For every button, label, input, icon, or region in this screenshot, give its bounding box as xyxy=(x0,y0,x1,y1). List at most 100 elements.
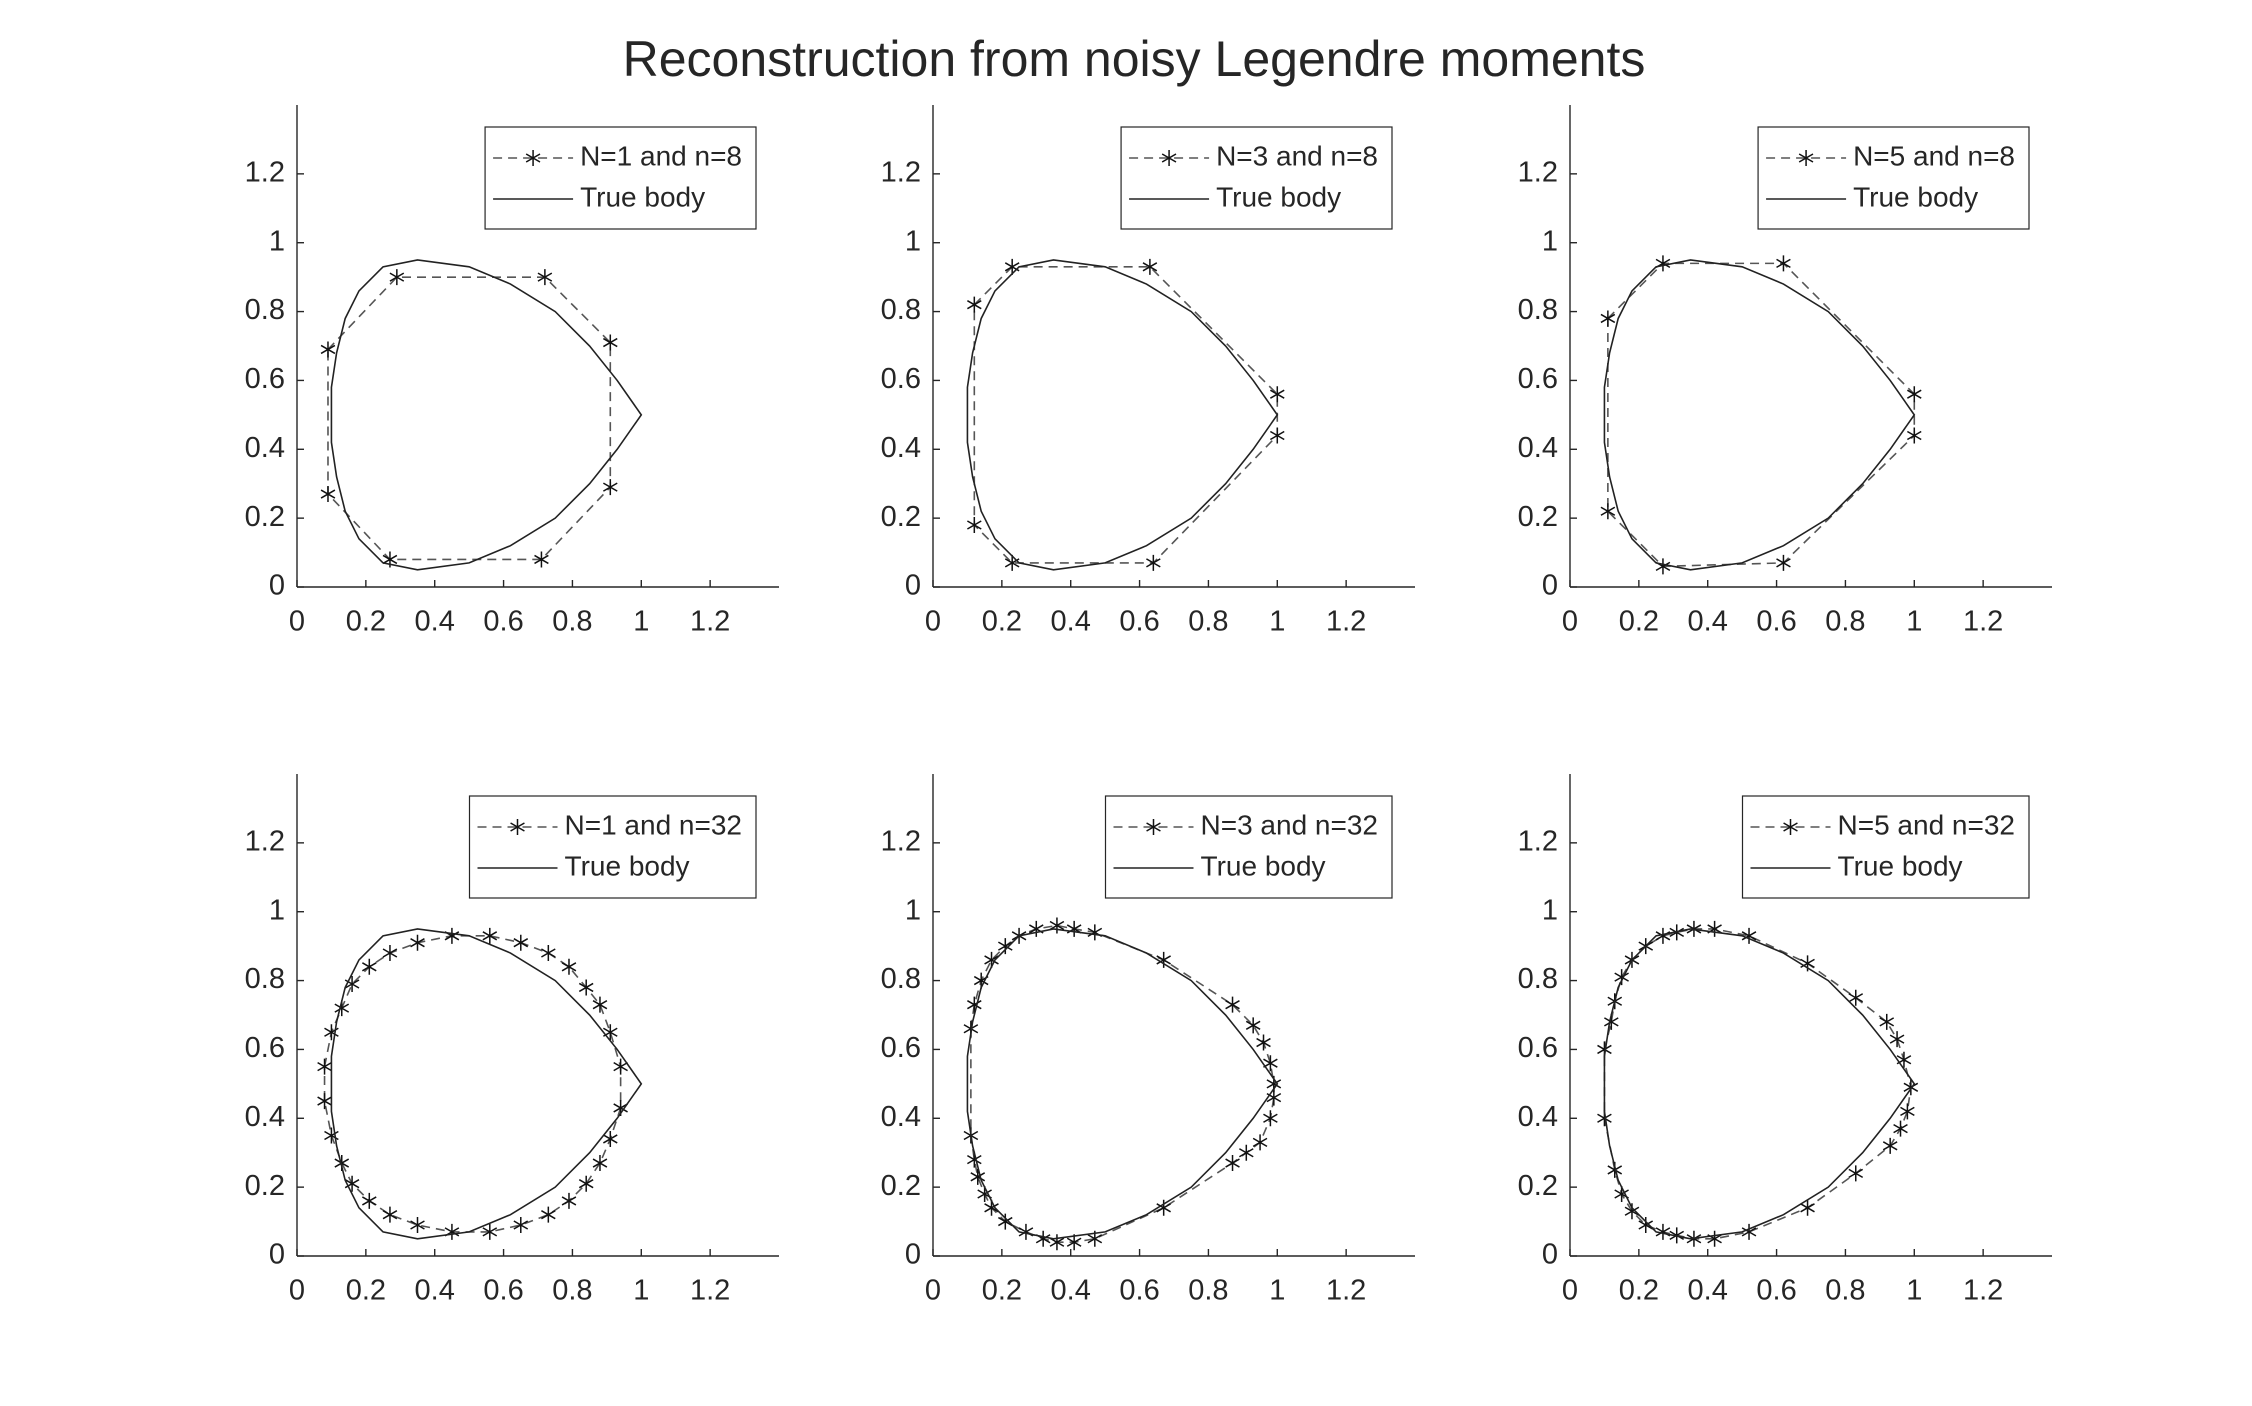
marker xyxy=(513,934,529,951)
x-tick-label: 1.2 xyxy=(1963,1275,2003,1307)
marker xyxy=(1614,969,1629,986)
x-tick-label: 0.2 xyxy=(1619,1275,1659,1307)
y-tick-label: 1 xyxy=(269,894,285,926)
subplot: 0 0.2 0.4 0.6 0.8 1 1.2 0 0.2 0.4 0.6 0.8 1 1.2 N=3 an… xyxy=(881,105,1415,638)
marker xyxy=(1906,386,1922,403)
subplot: 0 0.2 0.4 0.6 0.8 1 1.2 0 0.2 0.4 0.6 0.8 1 1.2 N=5 an… xyxy=(1518,774,2052,1307)
marker xyxy=(1776,554,1791,571)
legend-label: True body xyxy=(1853,181,1978,212)
marker xyxy=(1893,1120,1908,1137)
marker xyxy=(970,1168,986,1185)
x-tick-label: 0.4 xyxy=(1051,1275,1091,1307)
x-tick-label: 0.8 xyxy=(1825,606,1865,638)
y-tick-label: 0.4 xyxy=(1518,1101,1558,1133)
y-tick-label: 0 xyxy=(1542,1239,1558,1271)
y-tick-label: 0 xyxy=(269,570,285,602)
legend-marker xyxy=(1146,819,1161,835)
y-tick-label: 0.6 xyxy=(1518,363,1558,395)
marker xyxy=(410,934,425,951)
y-tick-label: 1.2 xyxy=(1518,157,1558,189)
y-tick-label: 1 xyxy=(269,225,285,257)
marker xyxy=(1142,258,1158,275)
series-line xyxy=(330,928,643,1240)
y-tick-label: 1 xyxy=(1542,225,1558,257)
marker xyxy=(317,1093,332,1110)
y-tick-label: 0.4 xyxy=(245,1101,285,1133)
y-tick-label: 0.2 xyxy=(245,501,285,533)
y-tick-label: 0.6 xyxy=(881,1032,921,1064)
x-tick-label: 0 xyxy=(289,1275,305,1307)
marker xyxy=(482,1223,498,1240)
legend: N=5 and n=8 True body xyxy=(1757,126,2030,230)
marker xyxy=(1156,951,1171,968)
y-tick-label: 0.2 xyxy=(245,1170,285,1202)
x-tick-label: 0.6 xyxy=(1756,1275,1796,1307)
marker xyxy=(602,479,618,496)
x-tick-label: 1.2 xyxy=(1326,1275,1366,1307)
x-tick-label: 0 xyxy=(1562,1275,1578,1307)
legend-marker xyxy=(525,150,541,166)
y-tick-label: 0.6 xyxy=(881,363,921,395)
x-tick-label: 1 xyxy=(1906,1275,1922,1307)
marker xyxy=(561,958,577,975)
x-tick-label: 0.2 xyxy=(982,606,1022,638)
x-tick-label: 0 xyxy=(925,1275,941,1307)
legend-label: N=1 and n=32 xyxy=(565,809,743,840)
marker xyxy=(613,1058,628,1075)
x-tick-label: 1.2 xyxy=(1963,606,2003,638)
marker xyxy=(561,1192,577,1209)
y-tick-label: 1.2 xyxy=(1518,826,1558,858)
marker xyxy=(1146,554,1161,571)
legend-box xyxy=(484,126,757,230)
marker xyxy=(1638,1217,1654,1234)
x-tick-label: 1 xyxy=(633,606,649,638)
marker xyxy=(320,341,336,358)
marker xyxy=(1263,1110,1278,1127)
x-tick-label: 0.2 xyxy=(346,606,386,638)
legend: N=1 and n=32 True body xyxy=(468,795,757,899)
y-tick-label: 0.6 xyxy=(1518,1032,1558,1064)
legend-marker xyxy=(1161,150,1177,166)
marker xyxy=(382,1206,398,1223)
legend-label: True body xyxy=(1838,850,1963,881)
subplot: 0 0.2 0.4 0.6 0.8 1 1.2 0 0.2 0.4 0.6 0.8 1 1.2 N=5 an… xyxy=(1518,105,2052,638)
y-tick-label: 0.4 xyxy=(881,432,921,464)
y-tick-label: 1 xyxy=(905,894,921,926)
y-tick-label: 0 xyxy=(905,1239,921,1271)
marker xyxy=(1848,989,1864,1006)
marker xyxy=(1848,1165,1864,1182)
marker xyxy=(997,1213,1013,1230)
marker xyxy=(1906,427,1922,444)
legend-box xyxy=(1757,126,2030,230)
legend-box xyxy=(1120,126,1393,230)
x-tick-label: 0.2 xyxy=(982,1275,1022,1307)
legend: N=1 and n=8 True body xyxy=(484,126,757,230)
marker xyxy=(592,996,608,1013)
marker xyxy=(1800,1199,1815,1216)
y-tick-label: 0.8 xyxy=(245,963,285,995)
marker xyxy=(1049,1234,1065,1251)
x-tick-label: 1.2 xyxy=(690,1275,730,1307)
marker xyxy=(1269,427,1285,444)
series-line xyxy=(330,259,643,571)
legend-label: N=5 and n=8 xyxy=(1853,140,2015,171)
series-line xyxy=(1603,928,1916,1240)
y-tick-label: 1.2 xyxy=(881,157,921,189)
marker xyxy=(361,958,377,975)
y-tick-label: 1 xyxy=(1542,894,1558,926)
legend-label: N=5 and n=32 xyxy=(1838,809,2016,840)
marker xyxy=(967,296,982,313)
y-tick-label: 1.2 xyxy=(245,157,285,189)
marker xyxy=(1741,1223,1757,1240)
figure-title: Reconstruction from noisy Legendre momen… xyxy=(623,31,1646,87)
marker xyxy=(1049,917,1065,934)
marker xyxy=(997,938,1013,955)
y-tick-label: 0.8 xyxy=(245,294,285,326)
legend-box xyxy=(468,795,757,899)
marker xyxy=(1245,1017,1261,1034)
legend-label: N=1 and n=8 xyxy=(580,140,742,171)
y-tick-label: 0.4 xyxy=(245,432,285,464)
y-tick-label: 0.4 xyxy=(1518,432,1558,464)
legend-box xyxy=(1104,795,1393,899)
